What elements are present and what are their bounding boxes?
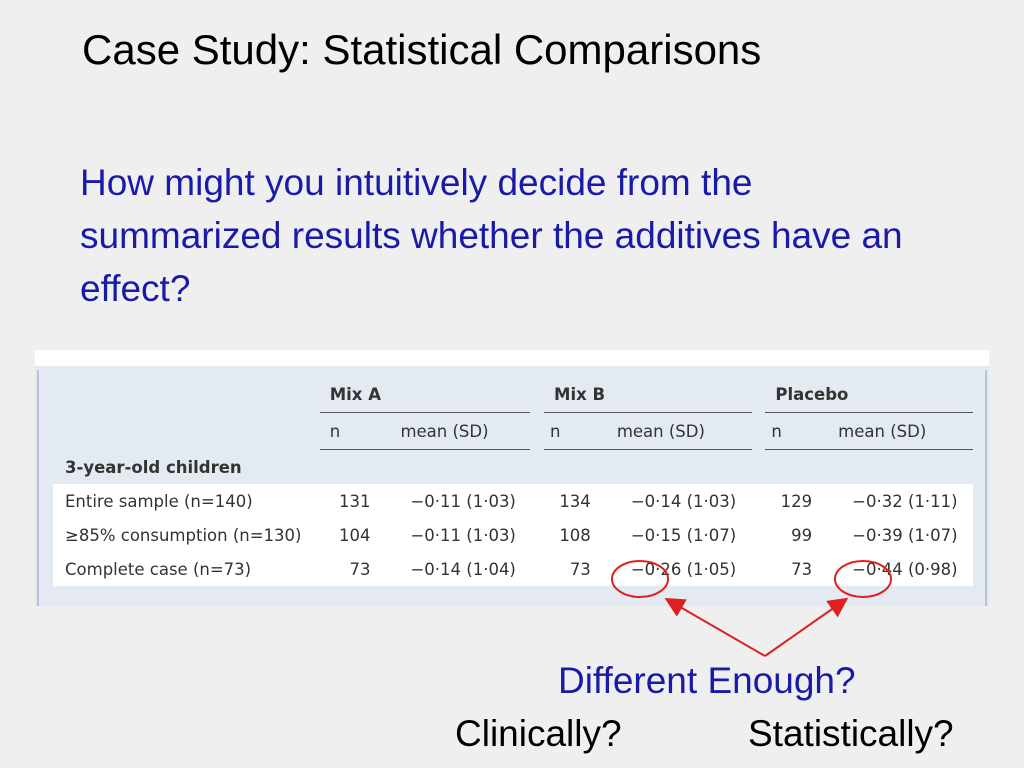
clinically-label: Clinically? xyxy=(455,713,622,754)
row-label: Complete case (n=73) xyxy=(65,559,252,579)
cell-b-mean: −0·14 (1·03) xyxy=(630,491,737,511)
arrow-to-mix-b xyxy=(664,598,766,657)
section-label: 3-year-old children xyxy=(65,457,242,477)
cell-p-mean: −0·39 (1·07) xyxy=(852,525,958,545)
cell-b-mean: −0·15 (1·07) xyxy=(630,525,737,545)
cell-a-mean: −0·14 (1·04) xyxy=(410,559,516,579)
cell-a-mean: −0·11 (1·03) xyxy=(410,525,516,545)
table-row: Complete case (n=73) 73 −0·14 (1·04) 73 … xyxy=(53,552,973,586)
slide-title: Case Study: Statistical Comparisons xyxy=(82,26,762,73)
group-header-mix-b: Mix B xyxy=(544,376,752,413)
row-label: Entire sample (n=140) xyxy=(65,491,253,511)
cell-a-n: 73 xyxy=(349,559,371,579)
statistically-label: Statistically? xyxy=(748,713,954,754)
section-row: 3-year-old children xyxy=(53,450,973,485)
table-row: Entire sample (n=140) 131 −0·11 (1·03) 1… xyxy=(53,484,973,518)
group-header-placebo: Placebo xyxy=(765,376,973,413)
subheader-n-b: n xyxy=(544,412,605,450)
subheader-row: n mean (SD) n mean (SD) n mean (SD) xyxy=(53,412,973,450)
subheader-mean-a: mean (SD) xyxy=(384,412,531,450)
cell-p-mean: −0·32 (1·11) xyxy=(852,491,958,511)
subheader-mean-b: mean (SD) xyxy=(604,412,752,450)
highlight-circle-mix-b xyxy=(611,560,669,598)
highlight-circle-placebo xyxy=(834,560,892,598)
question-text: How might you intuitively decide from th… xyxy=(80,162,903,309)
arrow-to-placebo xyxy=(764,597,849,657)
group-header-mix-a: Mix A xyxy=(319,376,531,413)
cell-a-n: 131 xyxy=(338,491,371,511)
cell-b-n: 73 xyxy=(569,559,591,579)
results-table-frame: Mix A Mix B Placebo n mean (SD) n mean (… xyxy=(37,370,987,606)
callout-different-enough: Different Enough? xyxy=(558,660,856,701)
subheader-n-a: n xyxy=(319,412,385,450)
cell-a-mean: −0·11 (1·03) xyxy=(410,491,516,511)
results-table: Mix A Mix B Placebo n mean (SD) n mean (… xyxy=(53,376,973,586)
table-row: ≥85% consumption (n=130) 104 −0·11 (1·03… xyxy=(53,518,973,552)
cell-b-n: 108 xyxy=(559,525,591,545)
subheader-mean-p: mean (SD) xyxy=(826,412,973,450)
subheader-n-p: n xyxy=(765,412,827,450)
cell-p-n: 99 xyxy=(791,525,813,545)
cell-p-n: 129 xyxy=(780,491,813,511)
cell-b-n: 134 xyxy=(559,491,591,511)
group-header-row: Mix A Mix B Placebo xyxy=(53,376,973,413)
row-label: ≥85% consumption (n=130) xyxy=(65,525,302,545)
cell-a-n: 104 xyxy=(338,525,371,545)
results-table-image: Mix A Mix B Placebo n mean (SD) n mean (… xyxy=(35,350,989,606)
cell-p-n: 73 xyxy=(791,559,813,579)
